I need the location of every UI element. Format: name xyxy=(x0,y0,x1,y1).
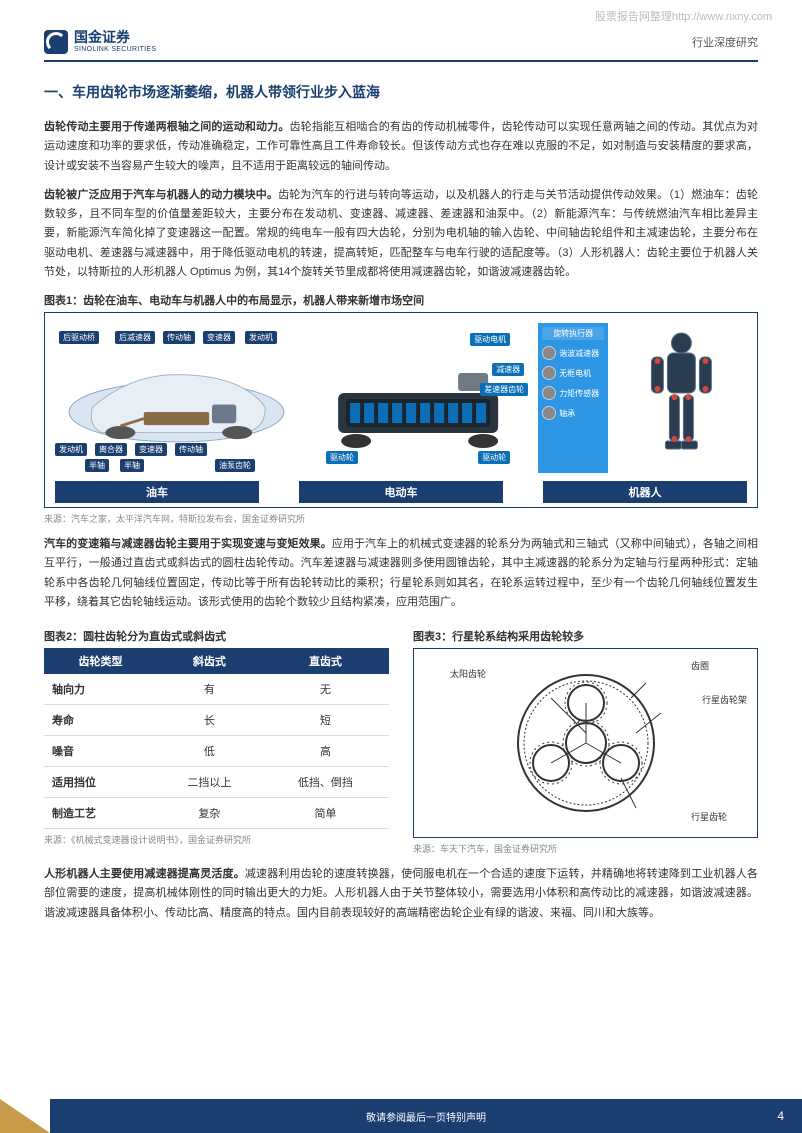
table-cell: 长 xyxy=(157,705,262,736)
oil-label-8: 传动轴 xyxy=(175,443,207,456)
table-cell: 短 xyxy=(262,705,389,736)
pl-carrier: 行星齿轮架 xyxy=(702,693,747,706)
oil-label-7: 变速器 xyxy=(135,443,167,456)
table-row: 制造工艺复杂简单 xyxy=(44,798,389,829)
robot-diagram xyxy=(616,323,747,473)
gear-type-table: 齿轮类型 斜齿式 直齿式 轴向力有无寿命长短噪音低高适用挡位二挡以上低挡、倒挡制… xyxy=(44,648,389,829)
tbl-h2: 直齿式 xyxy=(262,648,389,674)
pl-sun: 太阳齿轮 xyxy=(450,667,486,680)
table-cell: 低挡、倒挡 xyxy=(262,767,389,798)
paragraph-3: 汽车的变速箱与减速器齿轮主要用于实现变速与变矩效果。应用于汽车上的机械式变速器的… xyxy=(44,535,758,612)
table-cell: 噪音 xyxy=(44,736,157,767)
robot-comp-0-label: 谐波减速器 xyxy=(559,348,599,359)
fig1-caption: 图表1：齿轮在油车、电动车与机器人中的布局显示，机器人带来新增市场空间 xyxy=(44,292,758,308)
oil-car-diagram: 后驱动桥 后减速器 传动轴 变速器 发动机 发动机 离合器 变速器 传动轴 半轴… xyxy=(55,323,298,473)
logo: 国金证券 SINOLINK SECURITIES xyxy=(44,30,156,54)
robot-comp-1-label: 无框电机 xyxy=(559,368,591,379)
table-row: 寿命长短 xyxy=(44,705,389,736)
table-cell: 无 xyxy=(262,674,389,705)
fig1-source: 来源：汽车之家，太平洋汽车网，特斯拉发布会，国金证券研究所 xyxy=(44,512,758,525)
page-header: 国金证券 SINOLINK SECURITIES 行业深度研究 xyxy=(44,30,758,62)
robot-comp-2-label: 力矩传感器 xyxy=(559,388,599,399)
figure-1: 后驱动桥 后减速器 传动轴 变速器 发动机 发动机 离合器 变速器 传动轴 半轴… xyxy=(44,312,758,508)
tbl-h1: 斜齿式 xyxy=(157,648,262,674)
logo-cn: 国金证券 xyxy=(74,30,156,45)
table-row: 轴向力有无 xyxy=(44,674,389,705)
ev-diagram: 驱动电机 减速器 差速器齿轮 驱动轮 驱动轮 xyxy=(306,323,530,473)
section-title: 一、车用齿轮市场逐渐萎缩，机器人带领行业步入蓝海 xyxy=(44,82,758,102)
fig1-label-robot: 机器人 xyxy=(543,481,747,503)
table-cell: 复杂 xyxy=(157,798,262,829)
fig3-source: 来源：车天下汽车，国金证券研究所 xyxy=(413,842,758,855)
fig2-source: 来源：《机械式变速器设计说明书》，国金证券研究所 xyxy=(44,833,389,846)
oil-label-0: 后驱动桥 xyxy=(59,331,99,344)
paragraph-2: 齿轮被广泛应用于汽车与机器人的动力模块中。齿轮为汽车的行进与转向等运动，以及机器… xyxy=(44,186,758,282)
oil-label-5: 发动机 xyxy=(55,443,87,456)
robot-comp-3: 轴承 xyxy=(542,406,604,420)
para4-lead: 人形机器人主要使用减速器提高灵活度。 xyxy=(44,868,245,880)
fig1-label-ev: 电动车 xyxy=(299,481,503,503)
planetary-diagram: 太阳齿轮 齿圈 行星齿轮架 行星齿轮 xyxy=(413,648,758,838)
robot-comp-2: 力矩传感器 xyxy=(542,386,604,400)
paragraph-4: 人形机器人主要使用减速器提高灵活度。减速器利用齿轮的速度转换器，使伺服电机在一个… xyxy=(44,865,758,923)
pl-planet: 行星齿轮 xyxy=(691,810,727,823)
oil-label-1: 后减速器 xyxy=(115,331,155,344)
figure-2-col: 图表2：圆柱齿轮分为直齿式或斜齿式 齿轮类型 斜齿式 直齿式 轴向力有无寿命长短… xyxy=(44,622,389,865)
robot-svg xyxy=(616,323,747,473)
fig1-label-oil: 油车 xyxy=(55,481,259,503)
figure-3-col: 图表3：行星轮系结构采用齿轮较多 xyxy=(413,622,758,865)
pl-ring: 齿圈 xyxy=(691,659,709,672)
ev-label-4: 驱动轮 xyxy=(478,451,510,464)
footer-triangle-icon xyxy=(0,1099,50,1133)
table-cell: 寿命 xyxy=(44,705,157,736)
fig3-caption: 图表3：行星轮系结构采用齿轮较多 xyxy=(413,628,758,644)
header-category: 行业深度研究 xyxy=(692,34,758,50)
table-cell: 制造工艺 xyxy=(44,798,157,829)
oil-label-2: 传动轴 xyxy=(163,331,195,344)
para2-rest: 齿轮为汽车的行进与转向等运动，以及机器人的行走与关节活动提供传动效果。（1）燃油… xyxy=(44,189,758,278)
oil-label-11: 油泵齿轮 xyxy=(215,459,255,472)
oil-label-6: 离合器 xyxy=(95,443,127,456)
tbl-h0: 齿轮类型 xyxy=(44,648,157,674)
robot-comp-0: 谐波减速器 xyxy=(542,346,604,360)
para1-lead: 齿轮传动主要用于传递两根轴之间的运动和动力。 xyxy=(44,121,290,133)
logo-icon xyxy=(44,30,68,54)
watermark-text: 股票报告网整理http://www.nxny.com xyxy=(595,8,772,24)
oil-label-3: 变速器 xyxy=(203,331,235,344)
ev-label-1: 减速器 xyxy=(492,363,524,376)
table-cell: 高 xyxy=(262,736,389,767)
robot-comp-1: 无框电机 xyxy=(542,366,604,380)
ev-label-0: 驱动电机 xyxy=(470,333,510,346)
paragraph-1: 齿轮传动主要用于传递两根轴之间的运动和动力。齿轮指能互相啮合的有齿的传动机械零件… xyxy=(44,118,758,176)
ev-label-2: 差速器齿轮 xyxy=(480,383,528,396)
oil-label-10: 半轴 xyxy=(120,459,144,472)
footer-text: 敬请参阅最后一页特别声明 xyxy=(366,1109,486,1124)
fig2-caption: 图表2：圆柱齿轮分为直齿式或斜齿式 xyxy=(44,628,389,644)
planetary-svg xyxy=(471,658,701,828)
para2-lead: 齿轮被广泛应用于汽车与机器人的动力模块中。 xyxy=(44,189,278,201)
oil-label-4: 发动机 xyxy=(245,331,277,344)
oil-label-9: 半轴 xyxy=(85,459,109,472)
page-number: 4 xyxy=(777,1109,784,1123)
logo-en: SINOLINK SECURITIES xyxy=(74,46,156,54)
para3-lead: 汽车的变速箱与减速器齿轮主要用于实现变速与变矩效果。 xyxy=(44,538,332,550)
page-footer: 敬请参阅最后一页特别声明 4 xyxy=(0,1099,802,1133)
table-cell: 有 xyxy=(157,674,262,705)
table-row: 适用挡位二挡以上低挡、倒挡 xyxy=(44,767,389,798)
table-row: 噪音低高 xyxy=(44,736,389,767)
robot-components-panel: 旋转执行器 谐波减速器 无框电机 力矩传感器 轴承 xyxy=(538,323,608,473)
table-cell: 低 xyxy=(157,736,262,767)
robot-side-title: 旋转执行器 xyxy=(542,327,604,340)
robot-comp-3-label: 轴承 xyxy=(559,408,575,419)
table-cell: 简单 xyxy=(262,798,389,829)
table-cell: 二挡以上 xyxy=(157,767,262,798)
ev-label-3: 驱动轮 xyxy=(326,451,358,464)
table-cell: 适用挡位 xyxy=(44,767,157,798)
table-cell: 轴向力 xyxy=(44,674,157,705)
